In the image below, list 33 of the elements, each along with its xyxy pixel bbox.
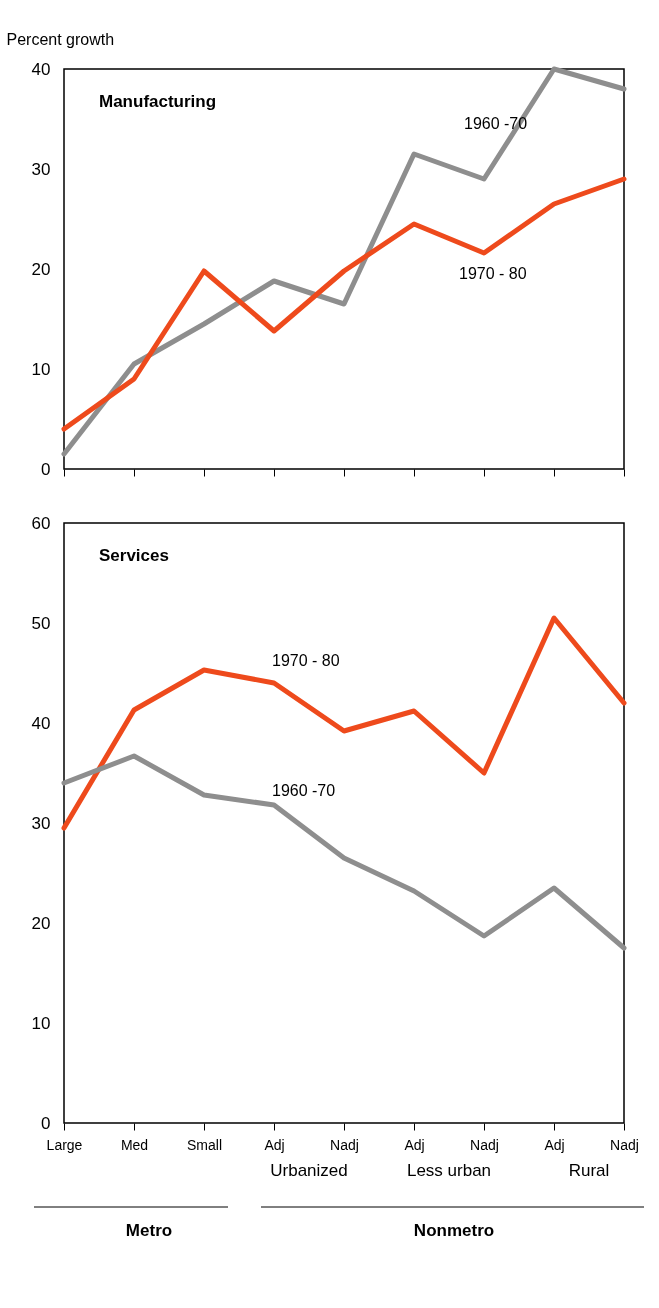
- y-tick-label: 0: [41, 1113, 51, 1133]
- x-tick-label: Small: [186, 1136, 223, 1153]
- y-tick-label: 60: [31, 513, 51, 533]
- y-tick-label: 10: [31, 1013, 51, 1033]
- text: Less urban: [406, 1161, 492, 1180]
- y-tick-label: 10: [31, 359, 51, 379]
- text: Metro: [125, 1221, 173, 1240]
- series-label: 1970 - 80: [459, 265, 527, 282]
- y-tick-label: 50: [31, 613, 51, 633]
- text: Rural: [568, 1161, 610, 1180]
- x-tick-label: Adj: [264, 1136, 285, 1153]
- text: Services: [99, 546, 169, 565]
- y-tick-label: 30: [31, 813, 51, 833]
- text: Manufacturing: [99, 92, 217, 111]
- y-tick-label: 40: [31, 59, 51, 79]
- y-tick-label: 0: [41, 459, 51, 479]
- x-tick-label: Nadj: [610, 1136, 639, 1153]
- y-tick-label: 30: [31, 159, 51, 179]
- x-tick-label: Med: [120, 1136, 149, 1153]
- x-tick-label: Nadj: [470, 1136, 499, 1153]
- text: Urbanized: [270, 1161, 348, 1180]
- y-tick-label: 40: [31, 713, 51, 733]
- x-tick-label: Large: [46, 1136, 83, 1153]
- x-tick-label: Adj: [544, 1136, 565, 1153]
- series-label: 1960 -70: [464, 115, 528, 132]
- text: Nonmetro: [413, 1221, 495, 1240]
- x-tick-label: Nadj: [330, 1136, 359, 1153]
- y-tick-label: 20: [31, 913, 51, 933]
- y-tick-label: 20: [31, 259, 51, 279]
- series-label: 1960 -70: [272, 782, 336, 799]
- x-tick-label: Adj: [404, 1136, 425, 1153]
- y-axis-title: Percent growth: [6, 30, 115, 48]
- series-label: 1970 - 80: [272, 652, 340, 669]
